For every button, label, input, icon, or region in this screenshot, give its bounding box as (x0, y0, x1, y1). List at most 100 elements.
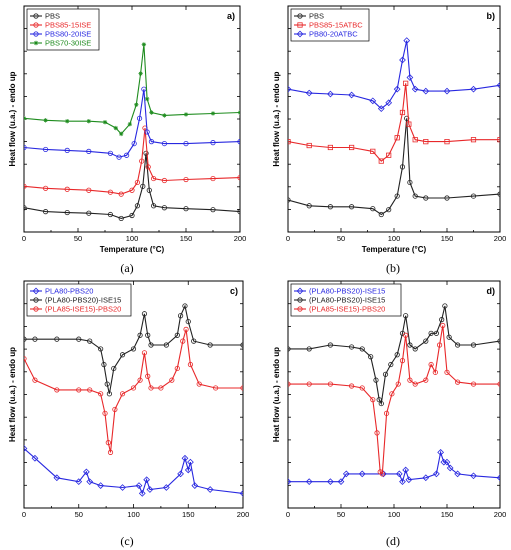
legend-marker (297, 297, 303, 303)
data-point (146, 187, 152, 193)
data-point (64, 186, 70, 192)
x-axis-label: Temperature (°C) (362, 245, 427, 254)
data-point (406, 74, 414, 81)
data-point (368, 354, 374, 360)
data-point (54, 387, 60, 393)
y-axis-label: Heat flow (u.a.) - endo up (272, 347, 281, 442)
series-line (288, 118, 500, 216)
data-point (151, 175, 157, 182)
data-point (161, 177, 167, 184)
legend-box (26, 283, 132, 317)
data-point (127, 121, 133, 127)
data-point (210, 140, 216, 146)
data-point (24, 183, 27, 189)
x-tick-label: 150 (441, 510, 454, 519)
series-line (24, 44, 240, 135)
data-point (116, 154, 122, 160)
x-tick-label: 50 (75, 510, 83, 519)
data-point (288, 139, 291, 145)
y-axis-label: Heat flow (u.a.) - endo up (8, 71, 17, 166)
data-point (161, 205, 167, 211)
data-point (443, 458, 451, 466)
data-point (399, 109, 406, 116)
data-point (145, 373, 151, 379)
data-point (210, 111, 216, 116)
data-point (240, 385, 243, 391)
series-2 (288, 80, 500, 164)
data-point (327, 90, 334, 98)
series-4 (24, 42, 240, 137)
data-point (423, 377, 429, 383)
data-point (394, 135, 400, 141)
data-point (124, 152, 130, 158)
x-tick-label: 50 (337, 510, 345, 519)
data-point (348, 144, 355, 151)
data-point (497, 381, 500, 387)
data-point (87, 338, 93, 344)
data-point (145, 164, 151, 170)
data-point (118, 215, 124, 222)
data-point (98, 346, 104, 352)
data-point (24, 336, 27, 342)
data-point (174, 332, 180, 338)
data-point (183, 140, 189, 147)
data-point (470, 193, 477, 199)
data-point (162, 113, 167, 118)
data-point (406, 121, 412, 127)
x-tick-label: 150 (182, 510, 195, 519)
data-point (444, 195, 450, 201)
data-point (370, 397, 376, 403)
legend-label: PBS (45, 12, 60, 21)
data-point (342, 470, 350, 478)
data-point (288, 197, 291, 203)
data-point (134, 102, 139, 107)
data-point (112, 406, 118, 413)
data-point (444, 139, 450, 145)
chart-panel-2: 0 50 100 150 200 Temperature (°C) Heat flow (u… (272, 5, 506, 275)
legend-label: (PLA80-PBS20)-ISE15 (45, 296, 121, 305)
data-point (76, 336, 82, 342)
data-point (144, 129, 150, 135)
data-point (119, 352, 126, 358)
data-point (432, 369, 438, 375)
y-axis-label: Heat flow (u.a.) - endo up (8, 347, 17, 442)
data-point (137, 332, 143, 338)
data-point (177, 313, 184, 319)
data-point (348, 383, 355, 389)
data-point (454, 342, 461, 348)
data-point (306, 346, 312, 352)
x-axis-label: Temperature (°C) (100, 245, 165, 254)
series-1 (288, 449, 500, 486)
data-point (239, 490, 243, 497)
data-point (305, 89, 313, 97)
data-point (428, 330, 434, 336)
data-point (184, 466, 192, 474)
x-tick-label: 150 (180, 234, 193, 243)
data-point (119, 391, 126, 397)
data-point (405, 476, 413, 484)
series-3 (288, 37, 500, 112)
x-tick-label: 200 (494, 510, 507, 519)
data-point (107, 150, 114, 156)
data-point (144, 96, 150, 102)
data-point (454, 379, 461, 385)
panel-tag: d) (487, 286, 496, 296)
legend-marker (33, 40, 39, 46)
series-line (288, 305, 500, 406)
panel-tag: c) (230, 286, 238, 296)
data-point (111, 365, 117, 372)
x-tick-label: 0 (22, 510, 26, 519)
legend-marker (33, 297, 39, 303)
data-point (288, 346, 291, 352)
data-point (107, 449, 114, 455)
data-point (411, 85, 419, 93)
data-point (497, 137, 500, 143)
series-line (288, 40, 500, 110)
data-point (470, 137, 477, 143)
data-point (305, 478, 313, 486)
data-point (24, 205, 27, 211)
data-point (237, 139, 240, 145)
data-point (140, 183, 146, 189)
data-point (337, 478, 345, 486)
x-tick-label: 0 (286, 510, 290, 519)
